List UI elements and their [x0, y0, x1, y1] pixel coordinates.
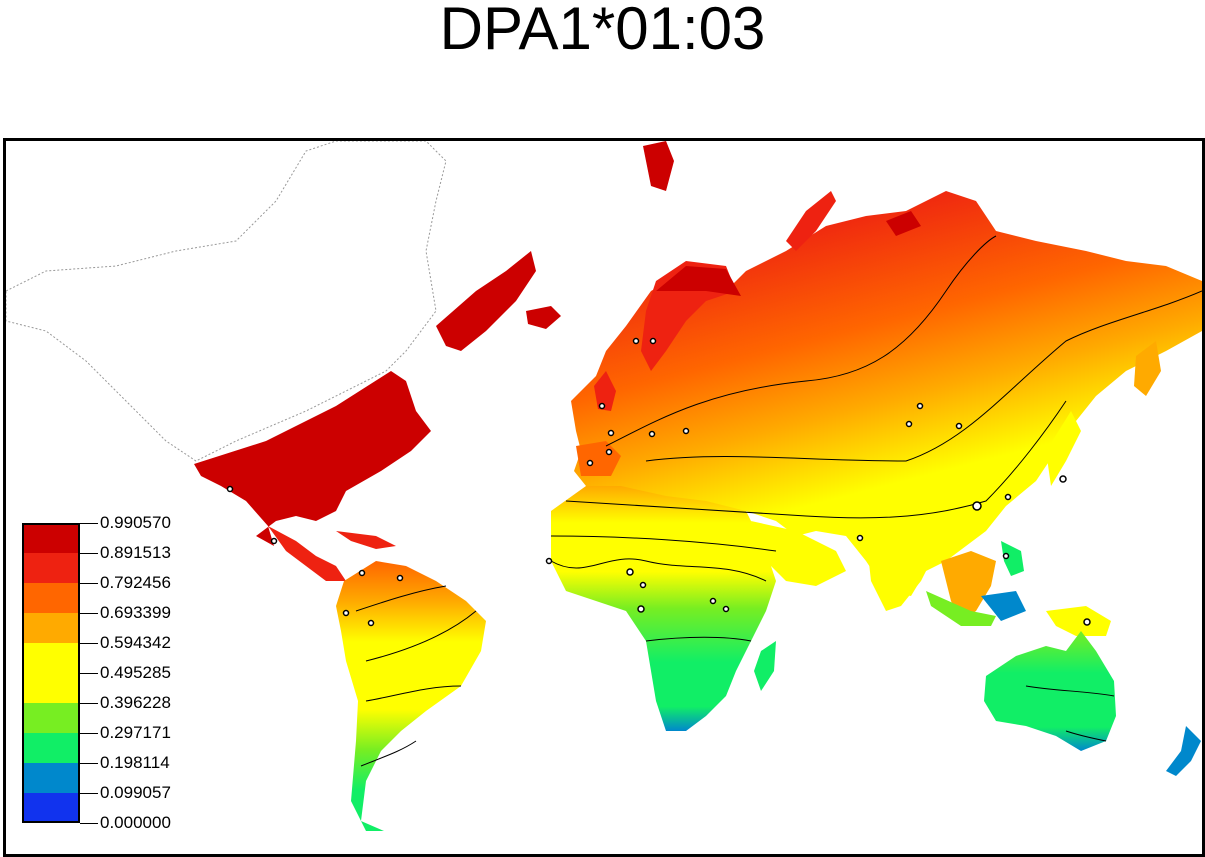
legend-label: 0.990570: [100, 513, 171, 532]
southeast-asia-region: [941, 551, 996, 621]
legend-swatch: [22, 793, 80, 823]
legend-swatch: [22, 613, 80, 643]
svalbard-region: [643, 141, 674, 191]
japan-region: [1046, 411, 1081, 486]
africa-region: [551, 486, 776, 731]
greenland-region: [436, 251, 536, 351]
kamchatka-region: [1134, 341, 1161, 396]
legend-tick: [80, 733, 98, 734]
legend-tick: [80, 523, 98, 524]
legend-label: 0.891513: [100, 543, 171, 562]
philippines-region: [1001, 541, 1024, 576]
legend-swatch: [22, 553, 80, 583]
uk-region: [594, 371, 616, 411]
iceland-region: [526, 306, 561, 329]
legend-tick: [80, 763, 98, 764]
australia-region: [984, 631, 1116, 751]
legend-label: 0.198114: [100, 753, 170, 772]
legend-swatch: [22, 733, 80, 763]
sample-markers: [226, 337, 1091, 627]
central-america-region: [268, 526, 346, 581]
north-america-no-data: [6, 141, 447, 462]
norway-cap: [656, 266, 741, 296]
legend-swatch: [22, 523, 80, 553]
world-map: [6, 141, 1202, 831]
color-legend: 0.990570 0.891513 0.792456 0.693399 0.594342…: [22, 514, 202, 832]
legend-label: 0.495285: [100, 663, 171, 682]
indonesia-region: [926, 591, 996, 626]
legend-swatch: [22, 703, 80, 733]
map-frame: [3, 138, 1205, 857]
legend-label: 0.099057: [100, 783, 171, 802]
usa-region: [194, 371, 431, 546]
madagascar-region: [754, 641, 776, 691]
arctic-islands-region: [886, 211, 921, 236]
new-zealand-region: [1166, 726, 1201, 776]
new-guinea-region: [1046, 606, 1111, 636]
legend-tick: [80, 793, 98, 794]
legend-swatch: [22, 643, 80, 673]
legend-swatch: [22, 763, 80, 793]
legend-tick: [80, 703, 98, 704]
india-region: [866, 536, 936, 611]
contour-lines: [355, 235, 1202, 767]
arabia-region: [751, 521, 846, 586]
legend-label: 0.297171: [100, 723, 171, 742]
map-title: DPA1*01:03: [439, 0, 766, 62]
novaya-zemlya-region: [786, 191, 836, 251]
legend-border: [22, 523, 80, 823]
legend-tick: [80, 823, 98, 824]
south-america-region: [336, 561, 486, 831]
borneo-region: [981, 591, 1026, 621]
legend-swatch: [22, 673, 80, 703]
legend-tick: [80, 643, 98, 644]
legend-tick: [80, 583, 98, 584]
legend-label: 0.396228: [100, 693, 171, 712]
legend-tick: [80, 613, 98, 614]
legend-tick: [80, 673, 98, 674]
legend-label: 0.693399: [100, 603, 171, 622]
legend-label: 0.594342: [100, 633, 171, 652]
legend-label: 0.000000: [100, 813, 171, 832]
caribbean-region: [336, 531, 396, 549]
legend-label: 0.792456: [100, 573, 171, 592]
legend-swatch: [22, 583, 80, 613]
legend-tick: [80, 553, 98, 554]
